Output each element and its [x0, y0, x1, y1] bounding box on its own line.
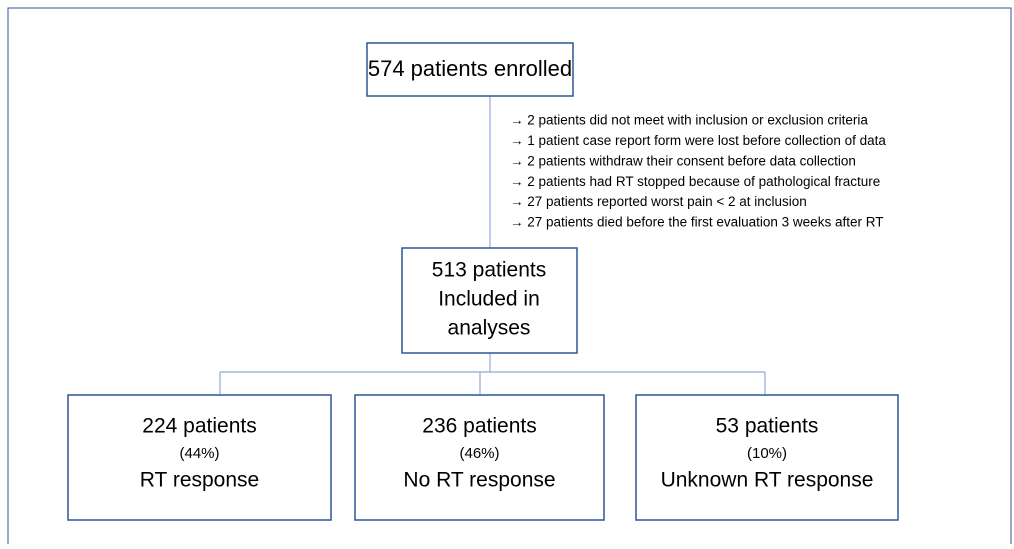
- group-boxes: 224 patients (44%) RT response 236 patients…: [67, 394, 899, 521]
- group-label: No RT response: [403, 469, 555, 492]
- exclusion-item: → 1 patient case report form were lost b…: [510, 133, 886, 148]
- group-label: Unknown RT response: [661, 469, 874, 492]
- exclusion-item: → 2 patients did not meet with inclusion…: [510, 113, 868, 128]
- group-percent: (46%): [459, 445, 499, 462]
- group-count: 53 patients: [716, 415, 819, 438]
- exclusion-item: → 2 patients withdraw their consent befo…: [510, 153, 856, 168]
- exclusion-item: → 27 patients reported worst pain < 2 at…: [510, 194, 807, 209]
- included-line: 513 patients: [432, 259, 546, 282]
- exclusion-list: → 2 patients did not meet with inclusion…: [510, 113, 886, 230]
- group-box: [354, 394, 605, 521]
- exclusion-item: → 2 patients had RT stopped because of p…: [510, 174, 880, 189]
- included-line: analyses: [448, 317, 531, 340]
- exclusion-item: → 27 patients died before the first eval…: [510, 215, 883, 230]
- group-box: [635, 394, 899, 521]
- enrolled-label: 574 patients enrolled: [368, 56, 572, 81]
- group-label: RT response: [140, 469, 259, 492]
- group-count: 224 patients: [142, 415, 256, 438]
- included-text: 513 patients Included in analyses: [432, 259, 546, 340]
- included-line: Included in: [438, 288, 540, 311]
- group-percent: (44%): [179, 445, 219, 462]
- group-count: 236 patients: [422, 415, 536, 438]
- group-box: [67, 394, 332, 521]
- group-percent: (10%): [747, 445, 787, 462]
- enrolled-box: [366, 42, 574, 97]
- included-box: [401, 247, 578, 354]
